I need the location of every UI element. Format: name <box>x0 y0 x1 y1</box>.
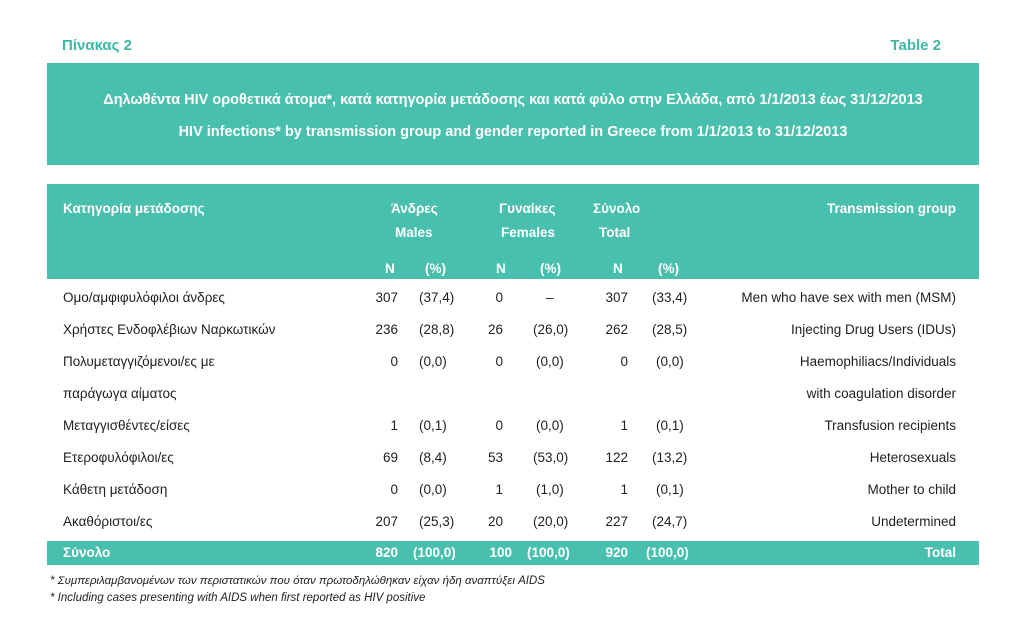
row-category-english: Transfusion recipients <box>824 418 956 433</box>
footnote-english: * Including cases presenting with AIDS w… <box>50 592 426 604</box>
header-total-greek: Σύνολο <box>593 201 641 216</box>
row-category-greek: παράγωγα αίματος <box>63 386 177 401</box>
row-category-greek: Κάθετη μετάδοση <box>63 482 168 497</box>
row-category-english: Mother to child <box>867 482 956 497</box>
header-females-pct: (%) <box>540 261 561 276</box>
total-n: 122 <box>605 450 628 465</box>
header-females-english: Females <box>501 225 556 240</box>
row-category-english: Men who have sex with men (MSM) <box>741 290 956 305</box>
males-n: 69 <box>382 450 398 465</box>
males-n: 307 <box>375 290 398 305</box>
females-pct: (1,0) <box>536 482 564 497</box>
table-row: Μεταγγισθέντες/είσες 1 (0,1) 0 (0,0) 1 (… <box>47 418 979 446</box>
table-row: Πολυμεταγγιζόμενοι/ες με 0 (0,0) 0 (0,0)… <box>47 354 979 382</box>
table-row: Ετεροφυλόφιλοι/ες 69 (8,4) 53 (53,0) 122… <box>47 450 979 478</box>
females-n: 0 <box>495 418 503 433</box>
row-category-english: Injecting Drug Users (IDUs) <box>790 322 956 337</box>
table-row: Κάθετη μετάδοση 0 (0,0) 1 (1,0) 1 (0,1) … <box>47 482 979 510</box>
header-category-greek: Κατηγορία μετάδοσης <box>63 201 205 216</box>
total-males-pct: (100,0) <box>413 545 456 560</box>
row-category-greek: Ετεροφυλόφιλοι/ες <box>63 450 174 465</box>
row-category-english: Undetermined <box>871 514 956 529</box>
males-pct: (25,3) <box>419 514 455 529</box>
males-pct: (0,0) <box>419 354 447 369</box>
males-pct: (0,0) <box>419 482 447 497</box>
females-pct: (20,0) <box>533 514 569 529</box>
males-pct: (0,1) <box>419 418 447 433</box>
total-n: 307 <box>605 290 628 305</box>
table-row: Ακαθόριστοι/ες 207 (25,3) 20 (20,0) 227 … <box>47 514 979 542</box>
total-pct: (13,2) <box>652 450 688 465</box>
total-pct: (28,5) <box>652 322 688 337</box>
total-row: Σύνολο 820 (100,0) 100 (100,0) 920 (100,… <box>47 541 979 565</box>
females-pct: (53,0) <box>533 450 569 465</box>
males-pct: (37,4) <box>419 290 455 305</box>
header-total-pct: (%) <box>658 261 679 276</box>
females-n: 0 <box>495 290 503 305</box>
total-n: 1 <box>620 418 628 433</box>
header-males-n: N <box>385 261 395 276</box>
table-label-greek: Πίνακας 2 <box>62 37 132 54</box>
total-n: 227 <box>605 514 628 529</box>
total-pct: (0,1) <box>656 482 684 497</box>
total-n: 1 <box>620 482 628 497</box>
males-n: 1 <box>390 418 398 433</box>
table-header: Κατηγορία μετάδοσης Άνδρες Males Γυναίκε… <box>47 184 979 279</box>
row-category-english: with coagulation disorder <box>806 386 956 401</box>
table-row: παράγωγα αίματος with coagulation disord… <box>47 386 979 414</box>
females-pct: (0,0) <box>536 354 564 369</box>
total-label-greek: Σύνολο <box>63 545 111 560</box>
females-n: 1 <box>495 482 503 497</box>
title-greek: Δηλωθέντα HIV οροθετικά άτομα*, κατά κατ… <box>103 92 923 108</box>
females-n: 26 <box>487 322 503 337</box>
header-males-greek: Άνδρες <box>391 201 438 216</box>
table-row: Ομο/αμφιφυλόφιλοι άνδρες 307 (37,4) 0 – … <box>47 290 979 318</box>
males-pct: (8,4) <box>419 450 447 465</box>
row-category-greek: Ομο/αμφιφυλόφιλοι άνδρες <box>63 290 225 305</box>
total-pct: (33,4) <box>652 290 688 305</box>
females-n: 20 <box>487 514 503 529</box>
females-pct: – <box>546 290 554 305</box>
total-females-pct: (100,0) <box>527 545 570 560</box>
males-n: 236 <box>375 322 398 337</box>
males-n: 207 <box>375 514 398 529</box>
header-males-pct: (%) <box>425 261 446 276</box>
footnote-greek: * Συμπεριλαμβανομένων των περιστατικών π… <box>50 575 545 587</box>
total-label-english: Total <box>924 545 956 560</box>
total-pct: (24,7) <box>652 514 688 529</box>
title-english: HIV infections* by transmission group an… <box>178 124 848 140</box>
header-total-n: N <box>613 261 623 276</box>
total-n: 262 <box>605 322 628 337</box>
table-row: Χρήστες Ενδοφλέβιων Ναρκωτικών 236 (28,8… <box>47 322 979 350</box>
header-females-n: N <box>496 261 506 276</box>
header-males-english: Males <box>395 225 433 240</box>
females-pct: (0,0) <box>536 418 564 433</box>
row-category-greek: Χρήστες Ενδοφλέβιων Ναρκωτικών <box>63 322 276 337</box>
total-males-n: 820 <box>375 545 398 560</box>
total-pct: (0,0) <box>656 354 684 369</box>
title-banner: Δηλωθέντα HIV οροθετικά άτομα*, κατά κατ… <box>47 63 979 165</box>
row-category-greek: Ακαθόριστοι/ες <box>63 514 153 529</box>
total-females-n: 100 <box>489 545 512 560</box>
row-category-greek: Μεταγγισθέντες/είσες <box>63 418 190 433</box>
header-females-greek: Γυναίκες <box>499 201 556 216</box>
total-n: 0 <box>620 354 628 369</box>
header-category-english: Transmission group <box>826 201 956 216</box>
males-n: 0 <box>390 482 398 497</box>
table-label-english: Table 2 <box>890 37 941 54</box>
row-category-english: Haemophiliacs/Individuals <box>799 354 956 369</box>
males-n: 0 <box>390 354 398 369</box>
total-pct: (0,1) <box>656 418 684 433</box>
total-total-pct: (100,0) <box>646 545 689 560</box>
header-total-english: Total <box>599 225 631 240</box>
females-pct: (26,0) <box>533 322 569 337</box>
row-category-greek: Πολυμεταγγιζόμενοι/ες με <box>63 354 215 369</box>
females-n: 53 <box>487 450 503 465</box>
females-n: 0 <box>495 354 503 369</box>
males-pct: (28,8) <box>419 322 455 337</box>
total-total-n: 920 <box>605 545 628 560</box>
row-category-english: Heterosexuals <box>869 450 956 465</box>
